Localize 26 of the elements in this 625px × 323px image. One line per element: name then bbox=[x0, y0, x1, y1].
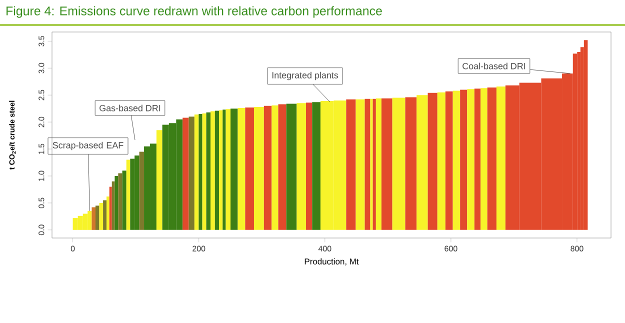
bar bbox=[452, 90, 460, 230]
x-axis-title: Production, Mt bbox=[304, 258, 359, 266]
bar bbox=[182, 118, 189, 230]
annotation: Gas-based DRI bbox=[100, 104, 160, 112]
bar bbox=[474, 88, 481, 230]
bar bbox=[230, 108, 238, 230]
bar bbox=[480, 88, 488, 230]
bar bbox=[188, 116, 194, 230]
bar bbox=[445, 91, 453, 230]
annotation: Scrap-based EAF bbox=[52, 142, 124, 150]
chart-title: Figure 4: Emissions curve redrawn with relative carbon performance bbox=[6, 6, 382, 18]
bar bbox=[206, 112, 211, 230]
bar bbox=[214, 110, 220, 230]
bar bbox=[364, 98, 370, 230]
bar bbox=[238, 108, 246, 230]
bar bbox=[139, 152, 144, 230]
bar bbox=[272, 105, 278, 230]
annotation: Coal-based DRI bbox=[462, 62, 526, 70]
bar bbox=[306, 102, 312, 230]
bar bbox=[467, 89, 474, 230]
bar bbox=[460, 90, 468, 230]
annotation: Integrated plants bbox=[272, 72, 338, 80]
bar bbox=[226, 109, 231, 230]
bar bbox=[376, 98, 382, 230]
bar bbox=[194, 114, 199, 230]
bar bbox=[156, 130, 162, 230]
